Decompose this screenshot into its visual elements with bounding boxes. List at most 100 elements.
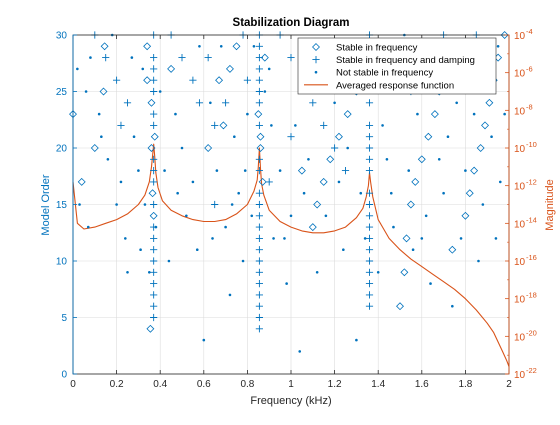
- not-stable-marker: [154, 225, 158, 229]
- not-stable-marker: [89, 56, 92, 59]
- y-left-tick-label: 10: [56, 257, 68, 268]
- y-left-tick-label: 15: [56, 200, 68, 211]
- not-stable-marker: [106, 158, 110, 161]
- stable-damping-marker: [150, 167, 158, 175]
- x-axis-label: Frequency (kHz): [250, 395, 331, 407]
- y-axis-right-label: Magnitude: [544, 179, 556, 230]
- not-stable-marker: [314, 70, 318, 74]
- stable-damping-marker: [312, 56, 320, 64]
- stable-damping-marker: [117, 121, 125, 129]
- stable-damping-marker: [365, 280, 374, 288]
- stable-damping-marker: [365, 268, 374, 276]
- stable-frequency-marker: [219, 121, 228, 130]
- stable-damping-marker: [211, 200, 219, 209]
- stable-frequency-marker: [481, 121, 489, 130]
- stable-damping-marker: [255, 121, 263, 129]
- not-stable-marker: [481, 203, 485, 206]
- legend-entry-label: Stable in frequency and damping: [336, 55, 475, 66]
- y-right-tick-label: 10: [514, 182, 526, 193]
- y-left-tick-label: 20: [56, 144, 68, 155]
- stable-damping-marker: [365, 291, 374, 299]
- not-stable-marker: [429, 282, 432, 285]
- not-stable-marker: [76, 67, 79, 71]
- stable-damping-marker: [255, 291, 263, 299]
- x-tick-label: 2: [506, 379, 512, 390]
- not-stable-marker: [252, 45, 256, 48]
- stable-frequency-marker: [402, 234, 411, 243]
- not-stable-marker: [442, 191, 445, 195]
- stable-damping-marker: [150, 121, 158, 129]
- stable-damping-marker: [255, 200, 263, 209]
- not-stable-marker: [180, 146, 184, 150]
- stable-frequency-marker: [147, 98, 156, 107]
- stable-frequency-marker: [297, 166, 306, 175]
- not-stable-marker: [267, 67, 271, 71]
- stable-damping-marker: [178, 54, 186, 62]
- stable-frequency-marker: [430, 110, 439, 119]
- stable-damping-marker: [309, 99, 317, 107]
- stable-frequency-marker: [334, 132, 343, 141]
- stable-frequency-marker: [167, 64, 176, 73]
- stable-damping-marker: [255, 223, 263, 231]
- stable-damping-marker: [150, 246, 158, 254]
- stable-damping-marker: [365, 144, 374, 152]
- legend-box: [297, 37, 497, 95]
- stable-frequency-marker: [146, 324, 155, 333]
- stable-damping-marker: [150, 87, 158, 96]
- not-stable-marker: [285, 282, 288, 285]
- not-stable-marker: [381, 124, 384, 127]
- stable-frequency-marker: [400, 268, 409, 277]
- not-stable-marker: [141, 67, 145, 71]
- stable-damping-marker: [150, 268, 158, 276]
- stable-damping-marker: [365, 200, 374, 209]
- stable-damping-marker: [255, 313, 263, 322]
- y-right-tick-label: 10: [514, 31, 526, 42]
- not-stable-marker: [137, 169, 140, 172]
- stable-damping-marker: [255, 257, 263, 265]
- y-right-tick-label: 10: [514, 257, 526, 268]
- not-stable-marker: [477, 259, 480, 263]
- not-stable-marker: [307, 158, 310, 161]
- stable-frequency-marker: [148, 189, 157, 198]
- x-tick-label: 0.4: [153, 379, 167, 390]
- not-stable-marker: [420, 237, 424, 240]
- stable-frequency-marker: [147, 144, 156, 152]
- stable-damping-marker: [331, 144, 339, 152]
- stable-damping-marker: [113, 76, 121, 84]
- not-stable-marker: [198, 45, 201, 48]
- stable-damping-marker: [102, 54, 110, 62]
- x-tick-label: 1.8: [458, 379, 472, 390]
- y-right-tick-label: 10: [514, 69, 526, 80]
- stable-frequency-marker: [77, 177, 86, 186]
- not-stable-marker: [451, 304, 454, 308]
- stable-damping-marker: [255, 167, 263, 175]
- stable-damping-marker: [365, 133, 374, 141]
- stable-frequency-marker: [232, 42, 241, 51]
- stable-damping-marker: [255, 87, 263, 96]
- stable-damping-marker: [287, 54, 295, 62]
- stable-damping-marker: [150, 76, 158, 84]
- not-stable-marker: [315, 271, 319, 274]
- not-stable-marker: [472, 112, 476, 116]
- not-stable-marker: [298, 350, 302, 353]
- y-right-tick-label: 10: [514, 295, 526, 306]
- stable-damping-marker: [365, 167, 374, 175]
- not-stable-marker: [337, 180, 341, 184]
- not-stable-marker: [503, 112, 506, 116]
- not-stable-marker: [130, 56, 134, 59]
- not-stable-marker: [78, 203, 81, 206]
- y-right-tick-exponent: -18: [526, 291, 537, 300]
- tick-layer: 0 0.2 0.4 0.6 0.8 1 1.2 1.4 1.6 1.8 20510152025301…: [56, 27, 537, 390]
- y-right-tick-exponent: -14: [526, 215, 537, 224]
- stable-damping-marker: [365, 121, 374, 129]
- not-stable-marker: [363, 237, 367, 240]
- stable-damping-marker: [365, 246, 374, 254]
- not-stable-marker: [185, 214, 188, 218]
- not-stable-marker: [100, 135, 103, 138]
- stable-damping-marker: [150, 280, 158, 288]
- stable-damping-marker: [195, 99, 204, 107]
- not-stable-marker: [324, 214, 328, 218]
- y-right-tick-exponent: -20: [526, 328, 537, 337]
- not-stable-marker: [126, 271, 129, 274]
